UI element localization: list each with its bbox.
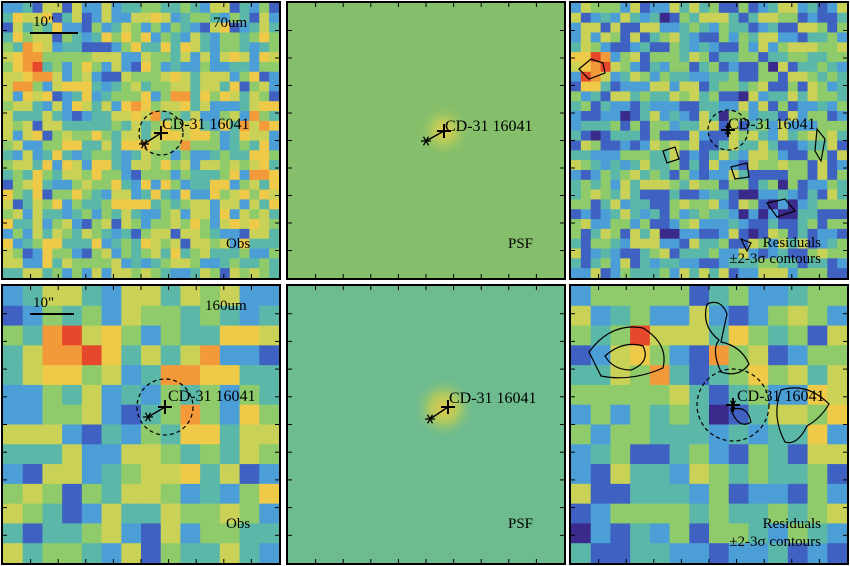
proper-motion-line [425,130,445,142]
pixel-grid [571,3,847,278]
residual-label-line1: Residuals [762,516,821,532]
band-label: 70um [213,15,248,31]
scale-bar [30,313,74,315]
band-label: 160um [205,298,247,314]
scale-bar-label: 10" [33,295,55,311]
residual-label-line2: ±2-3σ contours [729,534,821,550]
pixel-grid [571,286,847,563]
axis-ticks [3,3,279,278]
psf-160um-image [288,286,564,563]
source-label: CD-31 16041 [449,390,537,407]
source-label: CD-31 16041 [168,388,256,405]
source-label: CD-31 16041 [445,118,533,135]
source-marker [425,400,455,424]
aperture-circle [696,368,770,442]
panel-70um-psf: CD-31 16041 PSF [286,1,566,280]
panel-160um-obs: 10" 160um CD-31 16041 Obs [1,284,281,565]
obs-70um-image [3,3,279,278]
source-label: CD-31 16041 [737,388,825,405]
psf-label: PSF [508,236,534,252]
panel-70um-obs: 10" 70um CD-31 16041 Obs [1,1,281,280]
source-label: CD-31 16041 [162,116,250,133]
scale-bar-label: 10" [33,14,55,30]
panel-70um-residual: CD-31 16041 Residuals ±2-3σ contours [569,1,849,280]
proper-motion-line [147,406,166,418]
residual-160um-image [571,286,847,563]
panel-160um-psf: CD-31 16041 PSF [286,284,566,565]
residual-contours [578,58,826,253]
axis-ticks [3,286,279,563]
aperture-circle [707,109,749,151]
obs-label: Obs [226,236,251,252]
proper-motion-line [429,406,449,420]
psf-70um-image [288,3,564,278]
psf-label: PSF [508,516,534,532]
pixel-grid [3,3,279,278]
source-marker [136,378,194,436]
axis-ticks [288,3,564,278]
aperture-circle [138,110,184,156]
axis-ticks [571,3,847,278]
source-marker [138,110,184,156]
panel-160um-residual: CD-31 16041 Residuals ±2-3σ contours [569,284,849,565]
residual-label-line1: Residuals [762,235,821,251]
axis-ticks [571,286,847,563]
scale-bar [30,32,78,34]
residual-contours [588,301,830,444]
obs-label: Obs [226,516,251,532]
pixel-grid [3,286,279,563]
proper-motion-line [143,132,162,145]
source-marker [696,368,770,442]
residual-label-line2: ±2-3σ contours [729,251,821,267]
axis-ticks [288,286,564,563]
source-label: CD-31 16041 [728,116,816,133]
source-marker [707,109,749,151]
aperture-circle [136,378,194,436]
residual-70um-image [571,3,847,278]
source-marker [421,124,451,146]
obs-160um-image [3,286,279,563]
